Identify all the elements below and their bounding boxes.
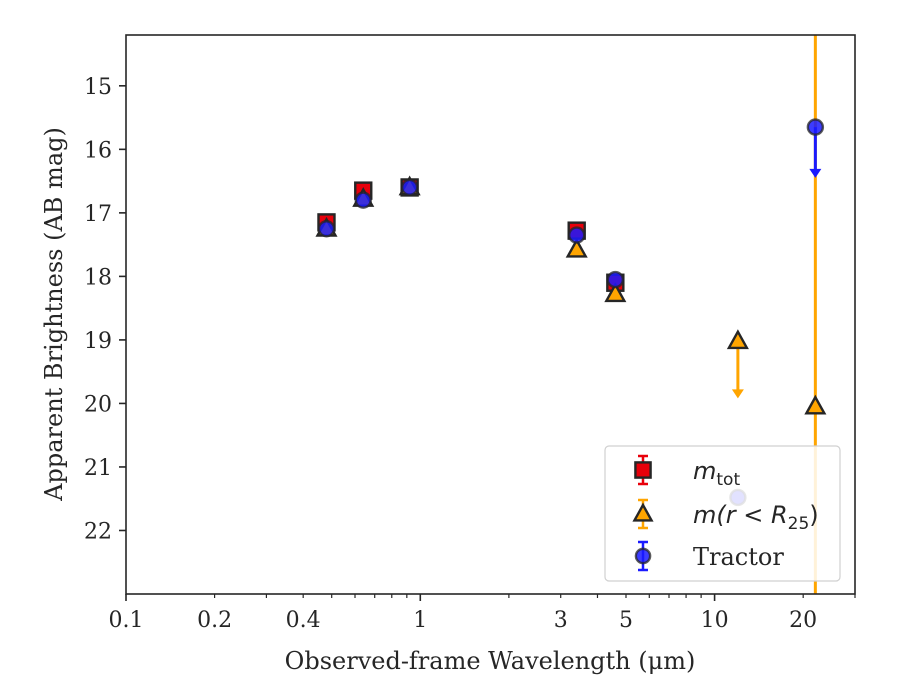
x-tick-label-0: 0.1 [109,608,144,633]
data-point-circle-0 [317,220,336,238]
data-point-circle-4 [606,270,625,289]
legend-marker-square [634,461,652,479]
x-tick-label-18: 10 [701,608,729,633]
y-tick-label-3: 18 [84,265,112,290]
y-tick-label-0: 15 [84,75,112,100]
upper-limit-arrow-2-0-head [809,168,822,178]
y-tick-label-7: 22 [84,519,112,544]
plot-area [315,35,827,594]
x-tick-label-19: 20 [789,608,817,633]
y-tick-label-2: 17 [84,202,112,227]
y-tick-label-4: 19 [84,329,112,354]
x-tick-label-3: 0.4 [286,608,321,633]
y-axis-label: Apparent Brightness (AB mag) [40,127,68,502]
data-point-triangle-6 [804,394,827,415]
data-point-circle-1 [354,191,372,209]
y-tick-label-6: 21 [84,456,112,481]
x-axis-label: Observed-frame Wavelength (μm) [285,647,696,675]
legend-label-2: Tractor [693,543,784,571]
upper-limit-arrow-1-0-head [731,389,744,399]
x-tick-label-13: 5 [619,608,633,633]
data-point-triangle-3 [565,237,588,258]
legend-marker-circle [634,547,652,565]
data-point-triangle-5 [726,329,749,350]
y-tick-label-5: 20 [84,392,112,417]
y-tick-label-1: 16 [84,138,112,163]
data-point-circle-2 [400,178,419,197]
upper-limit-arrow-1-0 [731,341,744,399]
x-tick-label-1: 0.2 [197,608,232,633]
plot-frame [125,34,856,595]
x-tick-label-11: 3 [554,608,568,633]
legend-label-1: m(r < R25) [693,501,819,534]
data-point-triangle-4 [604,282,627,303]
data-point-circle-3 [568,226,586,244]
legend-label-0: mtot [693,457,740,490]
x-tick-label-9: 1 [413,608,427,633]
axes: 0.1 0.2 0.4 1 3 5 10 20 15 16 17 18 19 20 21 22 [84,75,856,633]
legend-box [604,445,841,582]
data-point-circle-6 [806,118,825,136]
legend: mtot m(r < R25) Tractor [604,445,841,582]
legend-marker-triangle [632,502,654,522]
